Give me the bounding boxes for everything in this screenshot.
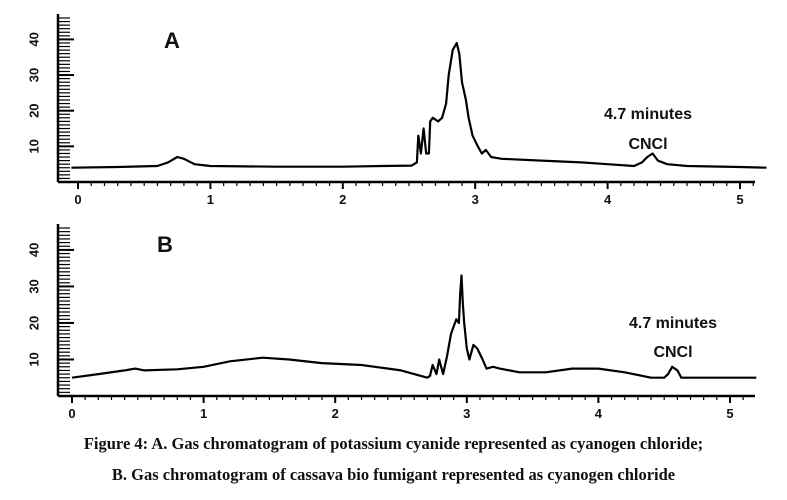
x-tick-label: 5 <box>736 192 743 207</box>
x-tick-label: 5 <box>726 406 733 421</box>
x-tick-label: 0 <box>74 192 81 207</box>
chromatogram-panel-b: 10 20 30 40 0 1 2 3 4 5 B 4.7 minutes CNCl <box>27 224 757 421</box>
y-tick-label: 20 <box>27 103 42 117</box>
y-tick-label: 40 <box>27 32 42 46</box>
chromatogram-panel-a: 10 20 30 40 0 1 2 3 4 5 A 4.7 minutes CNCl <box>27 14 767 207</box>
panel-label: B <box>157 232 173 257</box>
chromatogram-trace <box>71 41 767 169</box>
x-tick-label: 3 <box>472 192 479 207</box>
compound-annotation: CNCl <box>628 136 667 153</box>
x-tick-label: 2 <box>332 406 339 421</box>
x-tick-label: 4 <box>595 406 603 421</box>
chromatogram-trace <box>71 274 757 379</box>
x-tick-label: 4 <box>604 192 612 207</box>
x-tick-label: 0 <box>68 406 75 421</box>
x-tick-label: 1 <box>200 406 207 421</box>
figure-caption-line-1: Figure 4: A. Gas chromatogram of potassi… <box>83 434 704 453</box>
figure-caption-line-2: B. Gas chromatogram of cassava bio fumig… <box>111 465 676 484</box>
y-tick-label: 20 <box>27 316 42 330</box>
y-tick-label: 30 <box>27 68 42 82</box>
y-tick-label: 40 <box>27 243 42 257</box>
x-tick-label: 3 <box>463 406 470 421</box>
x-tick-label: 2 <box>339 192 346 207</box>
chromatogram-figure: 10 20 30 40 0 1 2 3 4 5 A 4.7 minutes CNCl 10 20 30 40 0… <box>27 14 767 421</box>
y-tick-label: 10 <box>27 139 42 153</box>
panel-label: A <box>164 28 180 53</box>
x-tick-label: 1 <box>207 192 214 207</box>
retention-time-annotation: 4.7 minutes <box>629 315 717 332</box>
compound-annotation: CNCl <box>653 344 692 361</box>
y-tick-label: 10 <box>27 352 42 366</box>
y-tick-label: 30 <box>27 279 42 293</box>
retention-time-annotation: 4.7 minutes <box>604 106 692 123</box>
